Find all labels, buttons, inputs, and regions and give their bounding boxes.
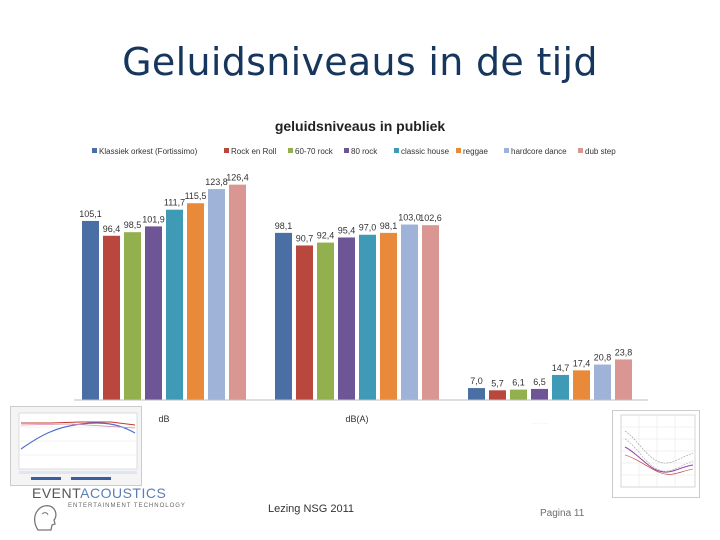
data-label-rock-en-roll-group-3: 5,7 — [491, 378, 504, 388]
data-label-klassiek-orkest-fortissimo-group-3: 7,0 — [470, 376, 483, 386]
data-label-reggae-group-2: 98,1 — [380, 221, 398, 231]
slide-title: Geluidsniveaus in de tijd — [122, 40, 598, 84]
bar-hardcore-dance-group-3 — [594, 364, 611, 400]
bar-60-70-rock-group-2 — [317, 242, 334, 400]
legend-swatch-60-70-rock — [288, 148, 293, 153]
bar-classic-house-group-1 — [166, 209, 183, 400]
bar-chart: geluidsniveaus in publiek Klassiek orkes… — [74, 118, 648, 425]
legend-label-klassiek-orkest-fortissimo: Klassiek orkest (Fortissimo) — [99, 147, 198, 156]
bar-classic-house-group-2 — [359, 234, 376, 400]
legend-label-dub-step: dub step — [585, 147, 616, 156]
footer-event: Lezing NSG 2011 — [268, 503, 355, 515]
bar-dub-step-group-1 — [229, 184, 246, 400]
bar-60-70-rock-group-3 — [510, 389, 527, 400]
legend-label-hardcore-dance: hardcore dance — [511, 147, 567, 156]
legend-swatch-hardcore-dance — [504, 148, 509, 153]
data-label-hardcore-dance-group-3: 20,8 — [594, 353, 612, 363]
head-profile-icon — [33, 505, 57, 531]
thumbnail-curve-plot-graphic — [620, 414, 696, 488]
data-label-dub-step-group-3: 23,8 — [615, 347, 633, 357]
data-label-klassiek-orkest-fortissimo-group-1: 105,1 — [79, 209, 102, 219]
data-label-60-70-rock-group-3: 6,1 — [512, 378, 525, 388]
data-label-60-70-rock-group-2: 92,4 — [317, 231, 335, 241]
data-label-60-70-rock-group-1: 98,5 — [124, 220, 142, 230]
data-label-reggae-group-3: 17,4 — [573, 358, 591, 368]
bar-dub-step-group-2 — [422, 225, 439, 400]
legend-swatch-classic-house — [394, 148, 399, 153]
legend-label-classic-house: classic house — [401, 147, 450, 156]
thumbnail-line-chart-graphic — [11, 407, 141, 485]
data-label-rock-en-roll-group-1: 96,4 — [103, 224, 121, 234]
legend-swatch-80-rock — [344, 148, 349, 153]
data-label-80-rock-group-3: 6,5 — [533, 377, 546, 387]
data-label-classic-house-group-3: 14,7 — [552, 363, 570, 373]
data-label-classic-house-group-1: 111,7 — [164, 198, 185, 208]
bar-reggae-group-3 — [573, 370, 590, 400]
bar-reggae-group-1 — [187, 203, 204, 400]
data-label-klassiek-orkest-fortissimo-group-2: 98,1 — [275, 221, 293, 231]
bar-80-rock-group-3 — [531, 388, 548, 400]
bar-klassiek-orkest-fortissimo-group-1 — [82, 220, 99, 400]
logo-brand-part2: ACOUSTICS — [80, 485, 167, 501]
legend-swatch-rock-en-roll — [224, 148, 229, 153]
logo-brand-part1: EVENT — [32, 485, 81, 501]
chart-legend: Klassiek orkest (Fortissimo) Rock en Roll… — [92, 147, 616, 156]
faded-axis-note: - - - - - - - — [532, 420, 549, 425]
bar-80-rock-group-1 — [145, 226, 162, 400]
data-label-classic-house-group-2: 97,0 — [359, 223, 377, 233]
bar-klassiek-orkest-fortissimo-group-3 — [468, 388, 485, 400]
legend-label-reggae: reggae — [463, 147, 488, 156]
data-label-rock-en-roll-group-2: 90,7 — [296, 233, 314, 243]
legend-swatch-klassiek-orkest-fortissimo — [92, 148, 97, 153]
bar-hardcore-dance-group-2 — [401, 224, 418, 400]
bar-rock-en-roll-group-2 — [296, 245, 313, 400]
legend-label-60-70-rock: 60-70 rock — [295, 147, 334, 156]
data-label-dub-step-group-2: 102,6 — [419, 213, 442, 223]
chart-bars — [82, 184, 632, 400]
thumbnail-curve-plot — [612, 410, 700, 498]
x-tick-label-2: dB(A) — [345, 414, 368, 424]
data-label-80-rock-group-1: 101,9 — [142, 214, 165, 224]
bar-dub-step-group-3 — [615, 359, 632, 400]
legend-label-80-rock: 80 rock — [351, 147, 378, 156]
legend-swatch-reggae — [456, 148, 461, 153]
data-label-80-rock-group-2: 95,4 — [338, 225, 356, 235]
data-label-hardcore-dance-group-1: 123,8 — [205, 177, 228, 187]
event-acoustics-logo: EVENTACOUSTICS — [32, 485, 166, 501]
x-tick-label-1: dB — [158, 414, 169, 424]
bar-60-70-rock-group-1 — [124, 232, 141, 400]
page-number: Pagina 11 — [540, 508, 585, 519]
data-label-dub-step-group-1: 126,4 — [226, 173, 249, 183]
bar-reggae-group-2 — [380, 232, 397, 400]
x-axis-labels: dB dB(A) — [158, 414, 368, 424]
bar-hardcore-dance-group-1 — [208, 189, 225, 400]
bar-rock-en-roll-group-3 — [489, 390, 506, 400]
bar-klassiek-orkest-fortissimo-group-2 — [275, 232, 292, 400]
legend-label-rock-en-roll: Rock en Roll — [231, 147, 277, 156]
data-label-hardcore-dance-group-2: 103,0 — [398, 213, 421, 223]
logo-tagline: ENTERTAINMENT TECHNOLOGY — [68, 503, 186, 509]
thumbnail-line-chart — [10, 406, 142, 486]
bar-classic-house-group-3 — [552, 374, 569, 400]
chart-title: geluidsniveaus in publiek — [275, 118, 446, 134]
bar-80-rock-group-2 — [338, 237, 355, 400]
legend-swatch-dub-step — [578, 148, 583, 153]
bar-rock-en-roll-group-1 — [103, 235, 120, 400]
data-label-reggae-group-1: 115,5 — [185, 191, 207, 201]
